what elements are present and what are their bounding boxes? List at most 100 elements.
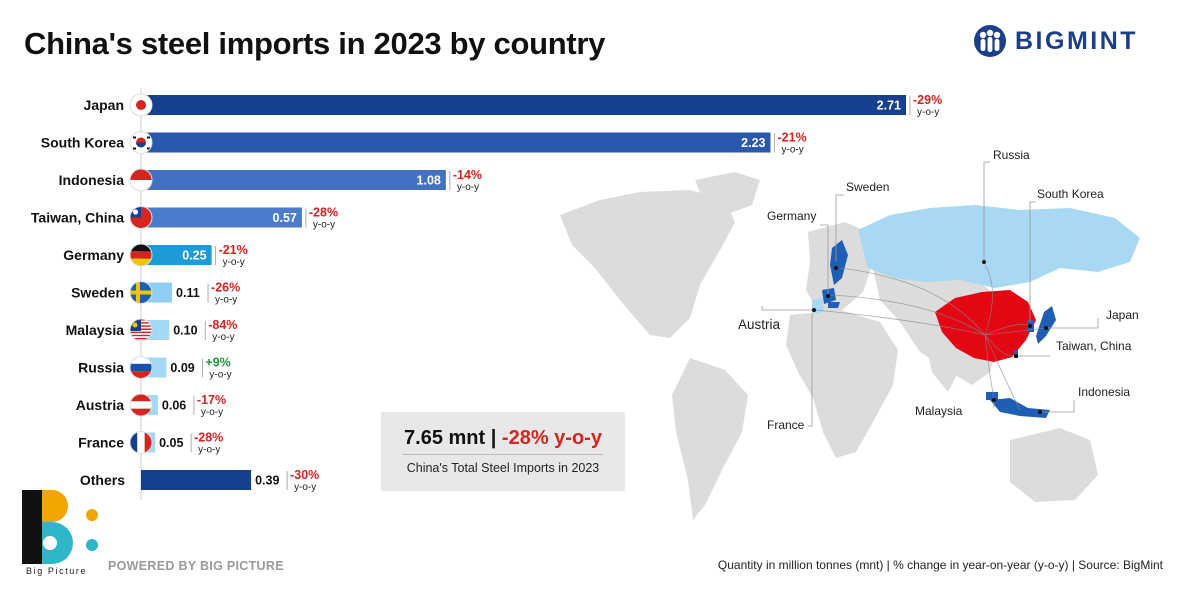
south-america-land bbox=[672, 358, 748, 520]
map-label-germany: Germany bbox=[767, 209, 816, 223]
bar bbox=[141, 470, 252, 490]
australia-land bbox=[1010, 428, 1098, 502]
bar bbox=[141, 95, 906, 115]
total-summary-box: 7.65 mnt | -28% y-o-y China's Total Stee… bbox=[381, 412, 625, 491]
yoy-label: y-o-y bbox=[457, 182, 479, 193]
category-label: Austria bbox=[76, 397, 124, 413]
yoy-label: y-o-y bbox=[782, 145, 804, 156]
russia-region bbox=[858, 205, 1140, 288]
indonesia-region bbox=[990, 398, 1050, 418]
yoy-label: y-o-y bbox=[198, 445, 220, 456]
yoy-change: -17% bbox=[197, 393, 226, 407]
map-label-indonesia: Indonesia bbox=[1078, 385, 1130, 399]
map-label-austria: Austria bbox=[738, 317, 781, 332]
yoy-change: -28% bbox=[194, 431, 223, 445]
yoy-change: -21% bbox=[778, 131, 807, 145]
yoy-change: -29% bbox=[913, 93, 942, 107]
total-caption: China's Total Steel Imports in 2023 bbox=[406, 461, 600, 475]
sweden-region bbox=[830, 240, 848, 285]
total-separator: | bbox=[490, 427, 497, 449]
yoy-change: -84% bbox=[208, 318, 237, 332]
japan-flag-icon bbox=[129, 93, 153, 117]
map-label-sweden: Sweden bbox=[846, 180, 889, 194]
category-label: Malaysia bbox=[66, 322, 125, 338]
category-label: Others bbox=[80, 472, 125, 488]
category-label: France bbox=[78, 435, 124, 451]
map-leader-lines bbox=[761, 161, 1099, 427]
south-korea-flag-icon bbox=[129, 131, 153, 154]
bar bbox=[141, 207, 302, 228]
big-picture-logo-icon bbox=[22, 490, 98, 564]
bar bbox=[141, 132, 771, 153]
total-summary-value: 7.65 mnt | -28% y-o-y bbox=[381, 427, 625, 450]
brand-name: BIGMINT bbox=[1015, 26, 1139, 55]
india-land bbox=[925, 338, 962, 392]
total-value: 7.65 mnt bbox=[404, 427, 486, 449]
austria-flag-icon bbox=[129, 393, 153, 417]
china-region bbox=[935, 290, 1036, 362]
yoy-label: y-o-y bbox=[294, 482, 316, 493]
yoy-change: -28% bbox=[309, 206, 338, 220]
map-label-france: France bbox=[767, 418, 805, 432]
total-change: -28% y-o-y bbox=[501, 427, 602, 449]
chart-title: China's steel imports in 2023 by country bbox=[24, 26, 606, 61]
value-label: 0.25 bbox=[182, 249, 206, 263]
yoy-label: y-o-y bbox=[917, 107, 939, 118]
value-label: 2.23 bbox=[741, 136, 765, 150]
yoy-label: y-o-y bbox=[215, 295, 237, 306]
category-label: Germany bbox=[63, 247, 124, 263]
category-label: Sweden bbox=[71, 285, 124, 301]
value-label: 0.11 bbox=[176, 286, 200, 300]
value-label: 0.39 bbox=[255, 474, 279, 488]
powered-by-text: POWERED BY BIG PICTURE bbox=[108, 559, 284, 573]
map-label-malaysia: Malaysia bbox=[915, 404, 963, 418]
value-label: 0.05 bbox=[159, 436, 183, 450]
map-label-russia: Russia bbox=[993, 148, 1030, 162]
yoy-label: y-o-y bbox=[212, 332, 234, 343]
japan-region bbox=[1036, 306, 1056, 344]
value-label: 0.57 bbox=[273, 211, 297, 225]
category-label: Indonesia bbox=[59, 172, 125, 188]
category-label: Taiwan, China bbox=[31, 210, 124, 226]
france-flag-icon bbox=[129, 431, 153, 454]
map-label-taiwan: Taiwan, China bbox=[1056, 339, 1132, 353]
map-label-japan: Japan bbox=[1106, 308, 1139, 322]
yoy-change: +9% bbox=[205, 356, 230, 370]
yoy-change: -30% bbox=[290, 468, 319, 482]
north-america-land bbox=[560, 190, 735, 338]
bigmint-people-icon bbox=[974, 25, 1006, 57]
russia-flag-icon bbox=[129, 356, 153, 379]
yoy-label: y-o-y bbox=[209, 370, 231, 381]
malaysia-region bbox=[986, 392, 998, 400]
taiwan-flag-icon bbox=[129, 206, 153, 229]
value-label: 0.09 bbox=[170, 361, 194, 375]
value-label: 2.71 bbox=[877, 99, 901, 113]
yoy-label: y-o-y bbox=[223, 257, 245, 268]
bar bbox=[141, 245, 212, 265]
yoy-label: y-o-y bbox=[313, 220, 335, 231]
bar bbox=[141, 170, 446, 190]
category-label: Japan bbox=[84, 97, 124, 113]
category-label: Russia bbox=[78, 360, 124, 376]
yoy-label: y-o-y bbox=[201, 407, 223, 418]
map-label-south-korea: South Korea bbox=[1037, 187, 1104, 201]
value-label: 1.08 bbox=[417, 174, 441, 188]
total-divider bbox=[403, 454, 603, 455]
source-note: Quantity in million tonnes (mnt) | % cha… bbox=[717, 558, 1163, 572]
sweden-flag-icon bbox=[129, 281, 153, 304]
austria-region bbox=[828, 302, 840, 308]
germany-flag-icon bbox=[129, 243, 153, 267]
category-label: South Korea bbox=[41, 135, 124, 151]
map-leader-dots bbox=[812, 260, 1048, 414]
indonesia-flag-icon bbox=[129, 168, 153, 192]
yoy-change: -14% bbox=[453, 168, 482, 182]
value-label: 0.06 bbox=[162, 399, 186, 413]
malaysia-flag-icon bbox=[129, 318, 153, 342]
bigmint-logo: BIGMINT bbox=[973, 24, 1138, 58]
greenland-land bbox=[695, 172, 760, 215]
yoy-change: -21% bbox=[219, 243, 248, 257]
yoy-change: -26% bbox=[211, 281, 240, 295]
big-picture-logo-text: Big Picture bbox=[26, 566, 88, 576]
trade-flow-lines bbox=[814, 264, 1047, 411]
